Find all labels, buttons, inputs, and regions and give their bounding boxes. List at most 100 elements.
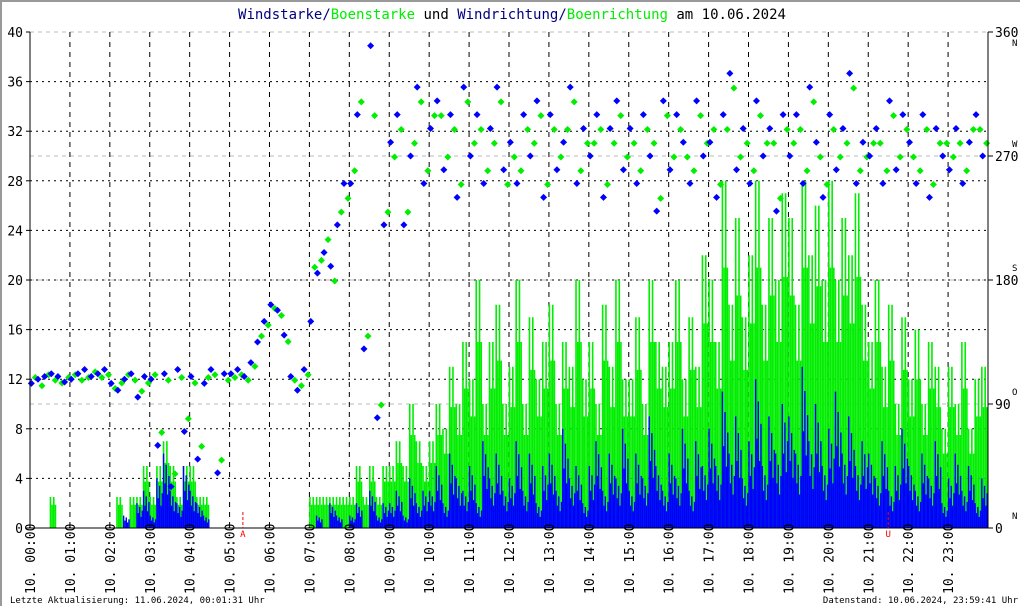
- gust-direction-point: [963, 167, 971, 175]
- wind-direction-point: [101, 366, 109, 374]
- wind-direction-point: [659, 97, 667, 105]
- wind-direction-point: [167, 483, 175, 491]
- wind-direction-point: [480, 180, 488, 188]
- gust-direction-point: [244, 376, 252, 384]
- wind-direction-point: [460, 83, 468, 91]
- gust-direction-point: [517, 167, 525, 175]
- wind-direction-point: [759, 152, 767, 160]
- gust-direction-point: [697, 112, 705, 120]
- gust-direction-point: [830, 125, 838, 133]
- wind-direction-point: [726, 69, 734, 77]
- gust-direction-point: [444, 153, 452, 161]
- gust-direction-point: [643, 125, 651, 133]
- gust-direction-point: [264, 321, 272, 329]
- wind-direction-point: [972, 111, 980, 119]
- compass-label: W: [1012, 140, 1018, 150]
- wind-direction-point: [799, 180, 807, 188]
- gust-direction-point: [430, 112, 438, 120]
- wind-direction-point: [373, 414, 381, 422]
- gust-direction-point: [564, 125, 572, 133]
- wind-direction-point: [792, 111, 800, 119]
- wind-direction-point: [367, 42, 375, 50]
- x-tick-label: 10. 23:00: [942, 524, 957, 594]
- wind-direction-point: [713, 193, 721, 201]
- gust-direction-point: [690, 167, 698, 175]
- wind-direction-point: [187, 372, 195, 380]
- gust-direction-point: [437, 112, 445, 120]
- wind-direction-point: [313, 269, 321, 277]
- gust-direction-point: [876, 139, 884, 147]
- gust-direction-point: [397, 125, 405, 133]
- compass-label: N: [1012, 512, 1017, 522]
- gust-direction-point: [557, 153, 565, 161]
- gust-direction-point: [836, 153, 844, 161]
- x-tick-label: 10. 03:00: [144, 524, 159, 594]
- y-left-tick-label: 40: [7, 26, 23, 41]
- gust-direction-point: [796, 125, 804, 133]
- wind-direction-point: [866, 152, 874, 160]
- gust-direction-point: [890, 112, 898, 120]
- wind-direction-point: [905, 138, 913, 146]
- gust-direction-point: [371, 112, 379, 120]
- gust-direction-point: [164, 376, 172, 384]
- gust-direction-point: [816, 153, 824, 161]
- wind-direction-point: [27, 379, 35, 387]
- gust-direction-point: [803, 167, 811, 175]
- gust-direction-point: [424, 167, 432, 175]
- wind-direction-point: [786, 152, 794, 160]
- gust-direction-point: [949, 153, 957, 161]
- x-tick-label: 10. 05:00: [224, 524, 239, 594]
- gust-direction-point: [730, 84, 738, 92]
- wind-direction-point: [433, 97, 441, 105]
- gust-direction-point: [670, 153, 678, 161]
- wind-direction-point: [832, 166, 840, 174]
- x-tick-label: 10. 12:00: [503, 524, 518, 594]
- x-tick-label: 10. 11:00: [463, 524, 478, 594]
- gust-direction-point: [590, 139, 598, 147]
- wind-direction-point: [273, 306, 281, 314]
- wind-direction-point: [94, 370, 102, 378]
- gust-direction-point: [537, 112, 545, 120]
- wind-direction-point: [227, 370, 235, 378]
- y-left-tick-label: 36: [7, 76, 23, 91]
- gust-direction-point: [191, 379, 199, 387]
- wind-direction-point: [746, 180, 754, 188]
- wind-direction-point: [453, 193, 461, 201]
- y-left-tick-label: 16: [7, 324, 23, 339]
- gust-direction-point: [158, 429, 166, 437]
- gust-direction-point: [530, 139, 538, 147]
- wind-direction-point: [772, 207, 780, 215]
- gust-direction-point: [896, 153, 904, 161]
- wind-direction-point: [426, 124, 434, 132]
- gust-direction-point: [404, 208, 412, 216]
- wind-direction-point: [560, 138, 568, 146]
- y-right-tick-label: 270: [995, 150, 1018, 165]
- gust-direction-point: [570, 98, 578, 106]
- wind-direction-point: [327, 262, 335, 270]
- wind-direction-point: [639, 111, 647, 119]
- wind-direction-point: [387, 138, 395, 146]
- gust-direction-point: [916, 167, 924, 175]
- gust-direction-point: [211, 371, 219, 379]
- wind-direction-point: [779, 111, 787, 119]
- gust-direction-point: [969, 125, 977, 133]
- wind-direction-point: [566, 83, 574, 91]
- wind-direction-point: [400, 221, 408, 229]
- gust-direction-point: [976, 125, 984, 133]
- wind-direction-point: [806, 83, 814, 91]
- wind-direction-point: [919, 111, 927, 119]
- sun-marker-label: A: [240, 530, 246, 540]
- gust-direction-point: [98, 373, 106, 381]
- wind-direction-point: [925, 193, 933, 201]
- wind-direction-point: [87, 372, 95, 380]
- gust-direction-point: [783, 125, 791, 133]
- wind-direction-point: [945, 166, 953, 174]
- gust-direction-point: [810, 98, 818, 106]
- wind-direction-point: [280, 331, 288, 339]
- wind-direction-point: [520, 111, 528, 119]
- wind-direction-point: [260, 317, 268, 325]
- gust-direction-point: [936, 139, 944, 147]
- title-part-gust: Boenstarke: [331, 7, 415, 23]
- title-part-gustdir: Boenrichtung: [567, 7, 668, 23]
- wind-direction-point: [174, 366, 182, 374]
